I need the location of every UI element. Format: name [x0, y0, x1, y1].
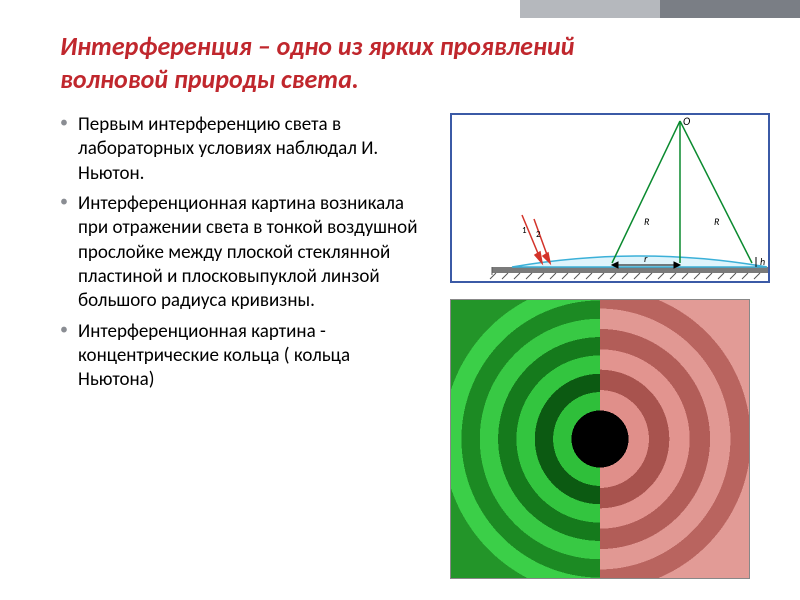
label-R2: R: [714, 215, 720, 228]
plate-rect: [492, 267, 768, 273]
bullet-text: Первым интерференцию света в лабораторны…: [78, 113, 378, 185]
diagram-svg: O R R 1 2 r h: [452, 115, 768, 281]
rings-red-half: [600, 300, 749, 578]
top-accent-bars: [520, 0, 800, 18]
content-row: Первым интерференцию света в лабораторны…: [60, 113, 770, 579]
list-item: Интерференционная картина - концентричес…: [60, 320, 430, 393]
slide-body: Интерференция – одно из ярких проявлений…: [0, 0, 800, 599]
lens-diagram: O R R 1 2 r h: [450, 113, 770, 283]
accent-bar-1: [520, 0, 660, 18]
label-1: 1: [522, 225, 527, 236]
bullet-list: Первым интерференцию света в лабораторны…: [60, 113, 430, 392]
ray-right: [680, 121, 752, 263]
label-R1: R: [644, 215, 650, 228]
hatching: [490, 273, 760, 279]
title-text: Интерференция – одно из ярких проявлений…: [60, 30, 574, 95]
label-r: r: [644, 252, 648, 265]
accent-bar-2: [660, 0, 800, 18]
bullet-text: Интерференционная картина возникала при …: [78, 192, 417, 312]
label-O: O: [683, 115, 690, 128]
figures-column: O R R 1 2 r h: [450, 113, 770, 579]
list-item: Первым интерференцию света в лабораторны…: [60, 113, 430, 186]
list-item: Интерференционная картина возникала при …: [60, 192, 430, 314]
label-2: 2: [536, 229, 541, 240]
bullets-column: Первым интерференцию света в лабораторны…: [60, 113, 430, 579]
bullet-text: Интерференционная картина - концентричес…: [78, 320, 350, 392]
slide-title: Интерференция – одно из ярких проявлений…: [60, 30, 680, 95]
ray-left: [612, 121, 680, 263]
newton-rings-image: [450, 299, 750, 579]
label-h: h: [760, 255, 765, 268]
rings-green-half: [451, 300, 600, 578]
